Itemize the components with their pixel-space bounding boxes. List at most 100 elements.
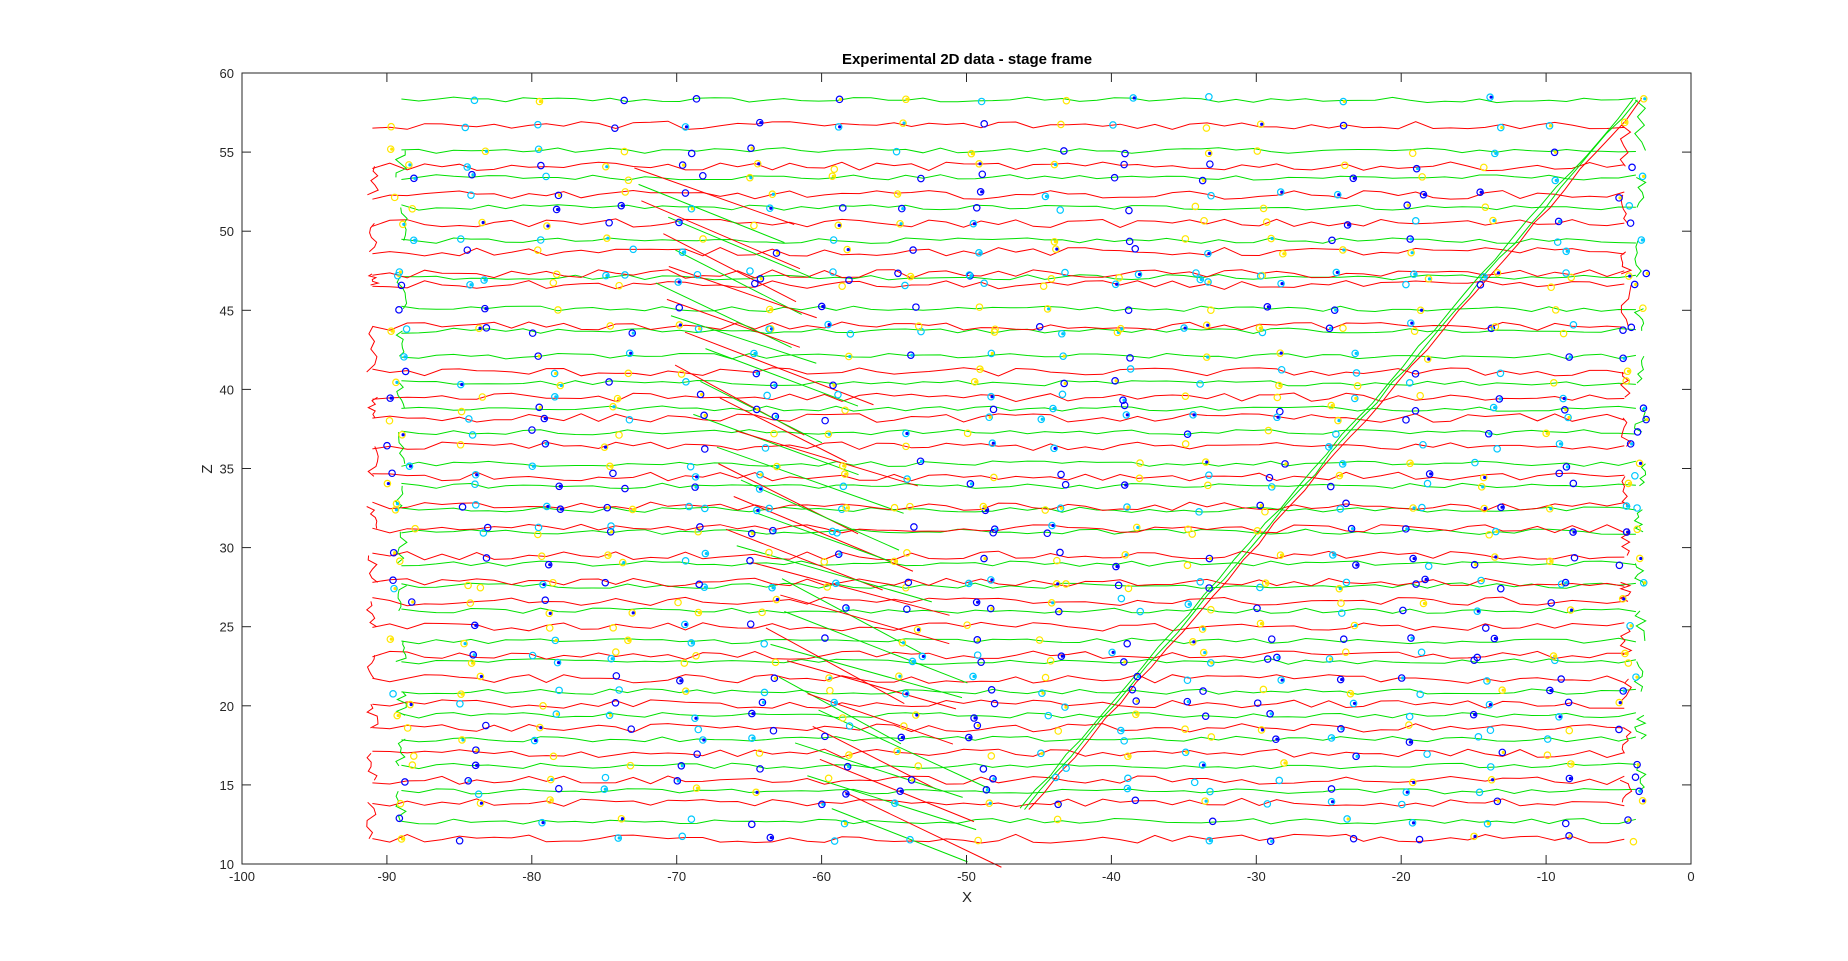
green-connector [398, 432, 406, 464]
data-marker [1275, 381, 1283, 390]
data-marker-inner [1645, 271, 1649, 276]
data-marker [1562, 463, 1571, 471]
data-marker [543, 502, 551, 511]
data-marker [748, 709, 756, 718]
data-marker-inner [408, 163, 412, 167]
data-marker [530, 736, 539, 745]
data-marker [1202, 321, 1211, 329]
data-marker [756, 765, 764, 773]
data-marker [1111, 280, 1120, 289]
oblique-sweep-segment [844, 791, 1002, 868]
data-marker [1405, 721, 1413, 729]
red-connector [1620, 251, 1633, 275]
data-marker [904, 578, 913, 587]
data-marker-inner [1332, 553, 1336, 557]
oblique-sweep-segment [750, 561, 950, 616]
data-marker [1125, 237, 1134, 246]
data-marker-inner [1496, 799, 1500, 803]
data-marker [470, 621, 479, 630]
data-marker-inner [1486, 679, 1490, 683]
data-marker-inner [533, 738, 538, 743]
oblique-sweep-segment [794, 742, 963, 798]
data-marker-inner [1187, 602, 1191, 606]
data-marker [765, 504, 773, 513]
data-marker [1486, 93, 1494, 101]
data-marker-inner [985, 788, 990, 792]
data-marker [395, 557, 404, 565]
data-marker [907, 776, 916, 784]
data-marker [821, 634, 829, 642]
data-marker [611, 124, 619, 132]
data-marker-inner [1405, 790, 1409, 794]
data-marker-inner [1350, 527, 1355, 531]
y-tick-label: 30 [220, 541, 234, 556]
data-marker [1398, 800, 1406, 809]
data-marker [828, 172, 837, 180]
data-marker [1060, 147, 1068, 155]
data-marker [838, 462, 847, 470]
data-marker-inner [772, 529, 776, 533]
data-marker [682, 378, 690, 386]
data-marker [760, 688, 769, 697]
x-tick-label: -90 [378, 869, 397, 884]
data-marker-inner [478, 326, 482, 330]
data-marker [1339, 121, 1348, 130]
data-marker [467, 659, 476, 667]
data-marker [1352, 369, 1361, 377]
data-marker-inner [386, 481, 390, 486]
data-marker [758, 698, 767, 707]
data-marker-inner [1275, 737, 1279, 741]
data-marker-inner [471, 661, 475, 665]
data-marker [476, 672, 485, 681]
data-marker-inner [1411, 821, 1416, 825]
data-marker [1201, 712, 1210, 720]
data-marker [397, 281, 406, 290]
data-marker [1473, 607, 1482, 615]
data-marker-inner [759, 473, 763, 477]
data-marker [1204, 278, 1212, 286]
data-marker [624, 369, 633, 378]
data-marker [1337, 599, 1345, 608]
data-marker-inner [771, 586, 775, 590]
data-marker-inner [678, 220, 682, 224]
oblique-sweep-segment [668, 266, 817, 319]
data-marker [472, 746, 480, 754]
data-marker [1035, 636, 1044, 644]
data-marker [963, 621, 971, 629]
data-marker [914, 322, 923, 330]
data-marker [1491, 149, 1499, 158]
data-marker [1339, 246, 1347, 254]
data-marker [534, 120, 542, 129]
data-marker [686, 462, 695, 471]
data-marker [1490, 634, 1499, 643]
data-marker [746, 556, 754, 565]
data-marker [617, 814, 626, 823]
data-marker-inner [1558, 715, 1562, 719]
data-marker-inner [676, 779, 680, 783]
data-marker [482, 324, 491, 332]
data-marker [699, 235, 707, 243]
x-tick-label: -60 [812, 869, 831, 884]
data-marker [821, 732, 829, 741]
data-marker [696, 523, 704, 531]
data-marker [755, 749, 764, 757]
data-marker-inner [697, 610, 701, 615]
red-sweep-line [372, 650, 1625, 660]
data-marker-inner [606, 506, 610, 510]
data-marker-inner [1410, 321, 1414, 325]
data-marker [1121, 551, 1130, 559]
data-marker [549, 752, 558, 761]
data-marker-inner [539, 726, 543, 730]
data-marker [1261, 579, 1270, 588]
data-marker [1635, 554, 1644, 563]
red-connector [367, 166, 379, 196]
data-marker [1256, 272, 1265, 280]
data-marker-inner [1618, 700, 1622, 705]
data-marker [1056, 504, 1065, 513]
data-marker [1353, 382, 1362, 390]
oblique-sweep-segment [668, 216, 811, 278]
data-marker [838, 204, 847, 212]
data-marker [965, 271, 974, 279]
data-marker [1619, 354, 1627, 363]
data-marker [903, 605, 911, 613]
